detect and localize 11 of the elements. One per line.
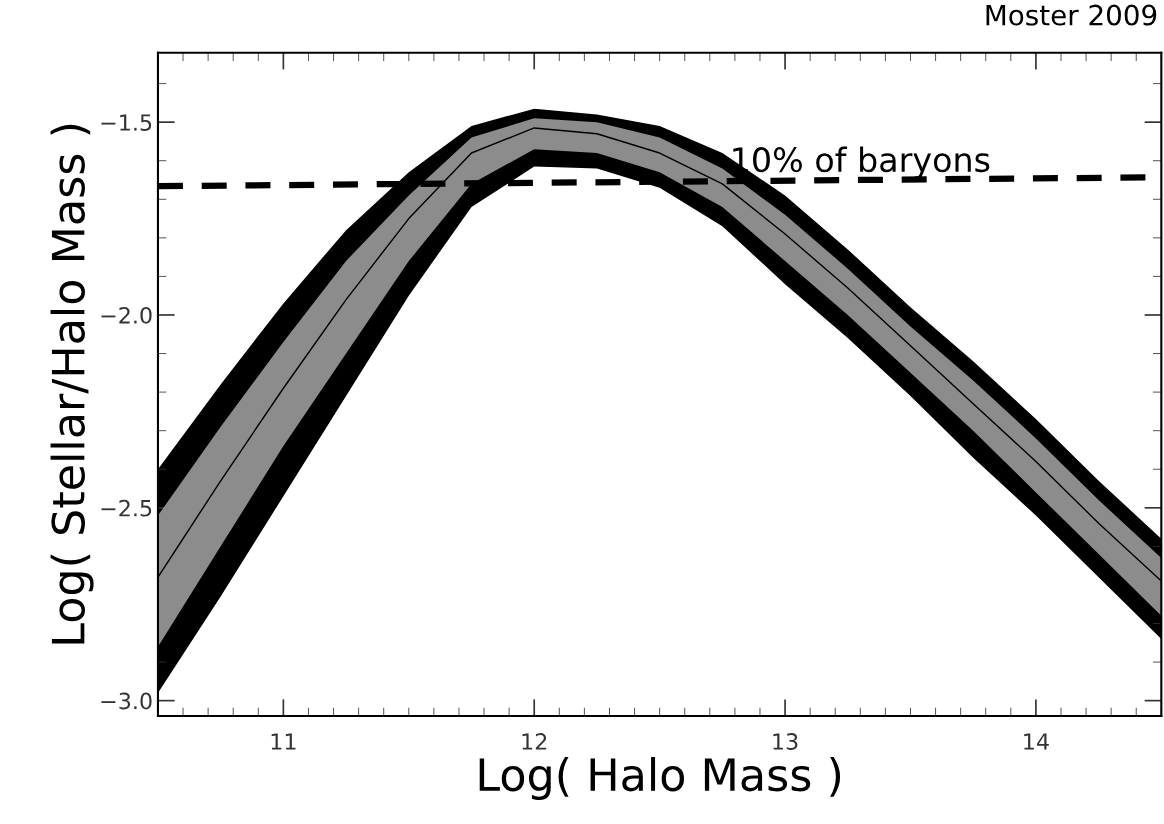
x-tick-label: 11: [271, 733, 296, 750]
y-axis-title: Log( Stellar/Halo Mass ): [50, 124, 94, 644]
y-tick-label: −2.0: [101, 306, 152, 324]
y-tick-label: −1.5: [101, 114, 152, 131]
x-tick-label: 14: [1024, 733, 1049, 750]
y-tick-label: −3.0: [101, 692, 152, 710]
x-tick-label: 12: [522, 733, 547, 750]
y-tick-label: −2.5: [101, 499, 152, 517]
x-tick-label: 13: [773, 733, 798, 750]
x-axis-title: Log( Halo Mass ): [479, 757, 841, 801]
text: Moster 2009: [986, 4, 1157, 26]
